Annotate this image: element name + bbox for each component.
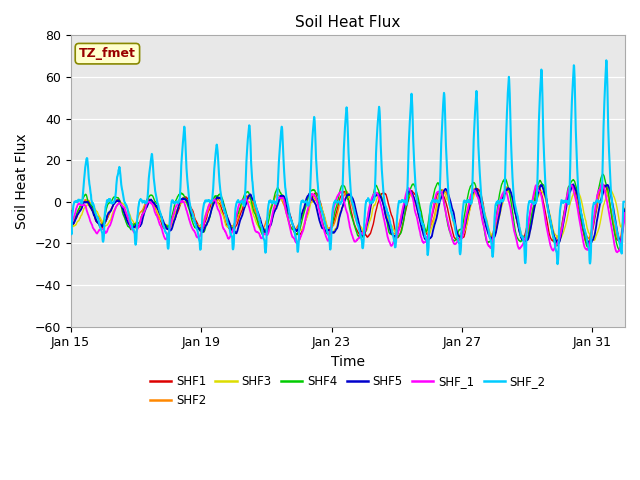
Legend: SHF1, SHF2, SHF3, SHF4, SHF5, SHF_1, SHF_2: SHF1, SHF2, SHF3, SHF4, SHF5, SHF_1, SHF… bbox=[145, 370, 550, 412]
Text: TZ_fmet: TZ_fmet bbox=[79, 47, 136, 60]
Y-axis label: Soil Heat Flux: Soil Heat Flux bbox=[15, 133, 29, 229]
Title: Soil Heat Flux: Soil Heat Flux bbox=[295, 15, 401, 30]
X-axis label: Time: Time bbox=[331, 355, 365, 369]
